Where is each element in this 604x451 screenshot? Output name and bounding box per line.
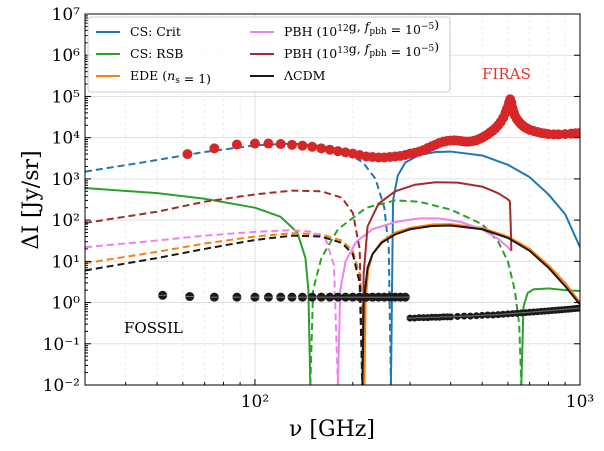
series-line (85, 189, 364, 385)
series-line (363, 223, 580, 385)
series-line (389, 150, 580, 385)
y-tick-label: 10¹ (52, 252, 80, 272)
firas-point (182, 149, 193, 160)
firas-point (575, 127, 580, 138)
legend: CS: Crit CS: RSB EDE (ns = 1) PBH (1012g, f… (87, 16, 451, 93)
y-tick-label: 10⁴ (52, 129, 81, 149)
scatter-layer (158, 94, 580, 322)
firas-point (332, 146, 343, 157)
fossil-annotation: FOSSIL (124, 319, 183, 337)
legend-label: CS: RSB (130, 46, 183, 61)
series-line (85, 187, 312, 385)
x-axis-label: ν [GHz] (289, 417, 375, 442)
legend-label: CS: Crit (130, 24, 181, 39)
y-axis-label: ΔI [Jy/sr] (19, 150, 44, 249)
legend-label: PBH (1012g, fpbh = 10−5) (284, 17, 439, 39)
series-line (336, 217, 513, 385)
firas-point (324, 144, 335, 155)
x-tick-label: 10³ (566, 392, 594, 412)
y-tick-label: 10² (52, 211, 80, 231)
firas-point (316, 143, 327, 154)
legend-label: ΛCDM (283, 68, 326, 83)
plot-frame (84, 13, 581, 386)
series-line (85, 229, 339, 385)
firas-point (286, 139, 297, 150)
firas-point (275, 139, 286, 150)
firas-point (307, 141, 318, 152)
axis-ticks: 10² 10³ 10⁻² 10⁻¹ 10⁰ 10¹ 10² 10³ 10⁴ 10⁵ 10⁶ 10⁷ (43, 5, 595, 412)
y-tick-label: 10⁷ (52, 5, 81, 25)
series-line (520, 287, 580, 385)
firas-point (231, 139, 242, 150)
firas-point (209, 143, 220, 154)
firas-point (249, 138, 260, 149)
legend-label: EDE (ns = 1) (130, 68, 211, 86)
y-tick-label: 10⁻² (43, 376, 80, 396)
legend-label: PBH (1013g, fpbh = 10−5) (284, 39, 439, 61)
series-line (85, 232, 366, 385)
firas-annotation: FIRAS (482, 65, 531, 83)
firas-point (297, 140, 308, 151)
y-tick-label: 10⁶ (52, 46, 81, 66)
series-layer (85, 142, 580, 385)
y-tick-label: 10⁰ (52, 294, 81, 314)
series-line (361, 181, 513, 385)
series-line (85, 234, 364, 385)
firas-point (263, 138, 274, 149)
y-tick-label: 10³ (52, 170, 80, 190)
y-tick-label: 10⁻¹ (43, 335, 80, 355)
series-line (361, 224, 580, 385)
y-tick-label: 10⁵ (52, 87, 81, 107)
series-line (309, 199, 523, 385)
series-line (85, 142, 392, 385)
x-tick-label: 10² (241, 392, 269, 412)
